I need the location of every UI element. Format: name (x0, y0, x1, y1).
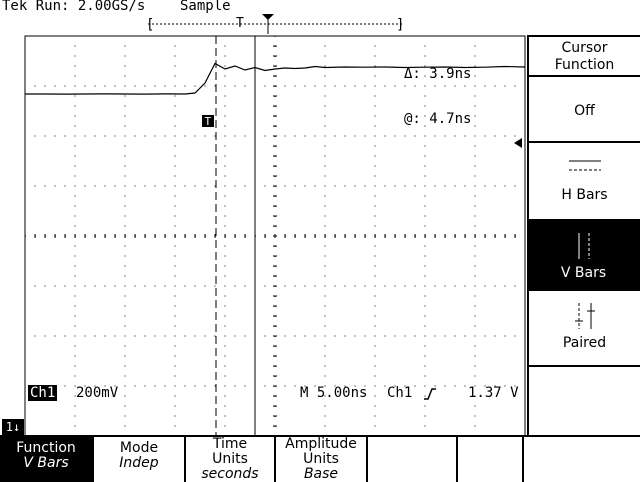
bottom-button-empty-7[interactable] (524, 437, 640, 482)
channel-badge: Ch1 (28, 385, 58, 401)
channel-ground-marker: 1↓ (2, 419, 24, 435)
trigger-level: 1.37 V (468, 385, 519, 401)
svg-text:T: T (205, 115, 212, 128)
bottom-button-empty-5[interactable] (368, 437, 458, 482)
down-arrow-icon: ↓ (13, 420, 21, 434)
acquisition-mode: Sample (180, 0, 231, 14)
record-position-indicator: [ ] T (146, 14, 404, 34)
side-button-off[interactable]: Off (527, 75, 640, 141)
bottom-button-amplitude-units[interactable]: Amplitude Units Base (276, 437, 368, 482)
svg-text:[: [ (146, 17, 154, 33)
svg-text:T: T (236, 16, 244, 31)
side-menu: Cursor Function Off H Bars V Bars Paired (527, 35, 640, 435)
cursor-position: @: 4.7ns (404, 111, 472, 127)
svg-text:]: ] (396, 17, 404, 33)
side-button-h-bars[interactable]: H Bars (527, 141, 640, 219)
bottom-button-function[interactable]: Function V Bars (0, 437, 94, 482)
timebase: M 5.00ns (300, 385, 368, 401)
bottom-menu: Function V Bars Mode Indep Time Units se… (0, 435, 640, 482)
side-menu-title: Cursor Function (527, 35, 640, 75)
side-button-empty[interactable] (527, 365, 640, 435)
bottom-button-empty-6[interactable] (458, 437, 524, 482)
acquisition-status: Tek Run: 2.00GS/s (2, 0, 146, 14)
ch1-waveform-trace (25, 62, 526, 95)
cursor-delta: Δ: 3.9ns (404, 66, 472, 82)
volts-per-div: 200mV (76, 385, 119, 401)
bottom-button-time-units[interactable]: Time Units seconds (186, 437, 276, 482)
h-bars-icon (568, 160, 601, 171)
v-bars-icon (578, 233, 589, 259)
trigger-source: Ch1 (387, 385, 413, 401)
trigger-level-arrow (514, 138, 522, 148)
paired-icon (574, 303, 595, 329)
top-status-bar: Tek Run: 2.00GS/s Sample (0, 0, 520, 18)
side-button-paired[interactable]: Paired (527, 289, 640, 365)
cursor-readout: Δ: 3.9ns @: 4.7ns (404, 37, 471, 142)
bottom-button-mode[interactable]: Mode Indep (94, 437, 186, 482)
rising-edge-icon (424, 388, 436, 400)
channel-readout: Ch1 200mV M 5.00ns Ch1 1.37 V (24, 385, 526, 403)
trigger-position-marker: T (202, 115, 214, 128)
side-button-v-bars[interactable]: V Bars (527, 219, 640, 289)
